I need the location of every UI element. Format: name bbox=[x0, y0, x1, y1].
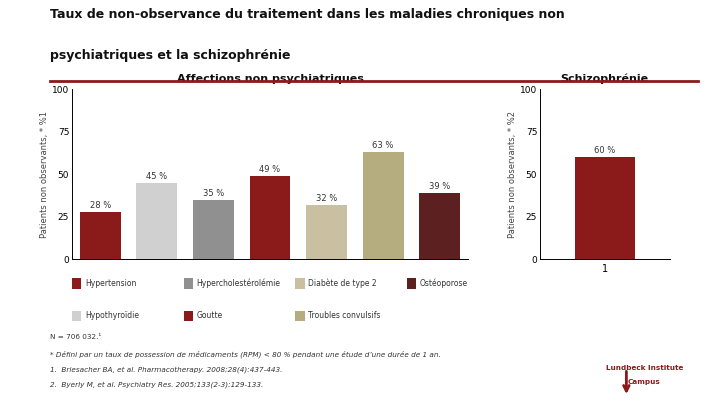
Text: Hypertension: Hypertension bbox=[85, 279, 136, 288]
Text: 63 %: 63 % bbox=[372, 141, 394, 150]
Title: Schizophrénie: Schizophrénie bbox=[561, 74, 649, 84]
Y-axis label: Patients non observants, * %1: Patients non observants, * %1 bbox=[40, 111, 49, 238]
Text: Diabète de type 2: Diabète de type 2 bbox=[308, 279, 377, 288]
Text: Taux de non-observance du traitement dans les maladies chroniques non: Taux de non-observance du traitement dan… bbox=[50, 8, 565, 21]
Text: Hypothyroïdie: Hypothyroïdie bbox=[85, 311, 139, 320]
Text: 28 %: 28 % bbox=[90, 200, 111, 209]
Text: 45 %: 45 % bbox=[146, 172, 168, 181]
Bar bbox=[80, 211, 121, 259]
Text: 60 %: 60 % bbox=[594, 146, 616, 155]
Text: 39 %: 39 % bbox=[429, 182, 450, 191]
Bar bbox=[419, 193, 460, 259]
Text: 49 %: 49 % bbox=[259, 165, 281, 174]
Text: Goutte: Goutte bbox=[197, 311, 222, 320]
Bar bbox=[137, 183, 177, 259]
Bar bbox=[575, 157, 634, 259]
Text: Lundbeck Institute: Lundbeck Institute bbox=[606, 364, 683, 371]
Text: N = 706 032.¹: N = 706 032.¹ bbox=[50, 334, 102, 340]
Text: Hypercholestérolémie: Hypercholestérolémie bbox=[197, 279, 281, 288]
Text: Troubles convulsifs: Troubles convulsifs bbox=[308, 311, 381, 320]
Bar bbox=[250, 176, 290, 259]
Text: Ostéoporose: Ostéoporose bbox=[420, 279, 468, 288]
Text: 35 %: 35 % bbox=[203, 189, 224, 198]
Bar bbox=[363, 152, 403, 259]
Text: 32 %: 32 % bbox=[316, 194, 337, 203]
Y-axis label: Patients non observants, * %2: Patients non observants, * %2 bbox=[508, 111, 517, 238]
Text: 2.  Byerly M, et al. Psychiatry Res. 2005;133(2-3):129-133.: 2. Byerly M, et al. Psychiatry Res. 2005… bbox=[50, 382, 264, 388]
Bar bbox=[306, 205, 347, 259]
Text: psychiatriques et la schizophrénie: psychiatriques et la schizophrénie bbox=[50, 49, 291, 62]
Text: 1.  Briesacher BA, et al. Pharmacotherapy. 2008;28(4):437-443.: 1. Briesacher BA, et al. Pharmacotherapy… bbox=[50, 367, 283, 373]
Text: * Défini par un taux de possession de médicaments (RPM) < 80 % pendant une étude: * Défini par un taux de possession de mé… bbox=[50, 350, 441, 358]
Bar bbox=[193, 200, 234, 259]
Title: Affections non psychiatriques: Affections non psychiatriques bbox=[176, 74, 364, 84]
Text: Campus: Campus bbox=[628, 379, 661, 385]
